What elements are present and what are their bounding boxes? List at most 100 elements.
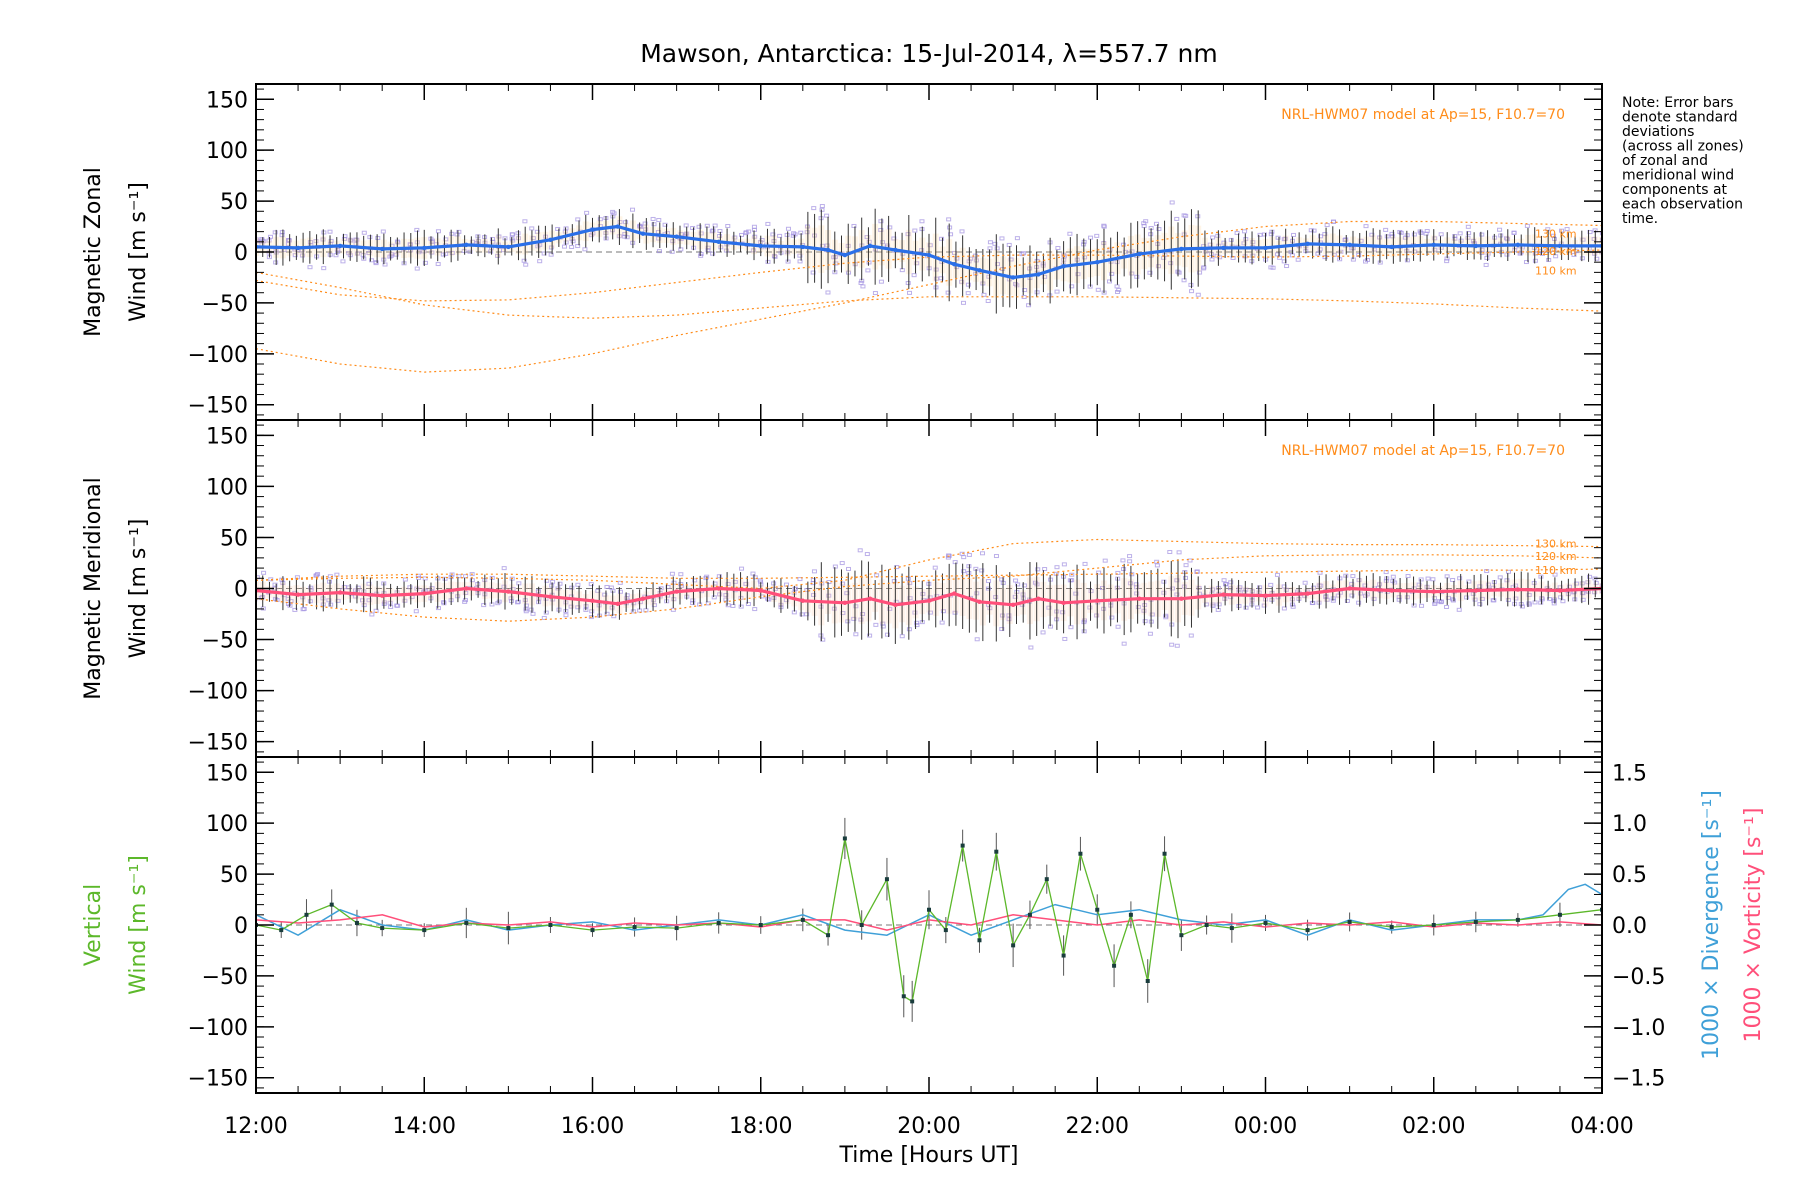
zone-point — [394, 603, 400, 608]
zone-point — [1479, 247, 1485, 252]
zone-point — [1181, 232, 1187, 237]
zone-point — [380, 229, 386, 234]
zone-point — [1109, 615, 1115, 620]
zone-point — [710, 251, 716, 256]
zone-point — [1371, 247, 1377, 252]
right-y-tick-label: −0.5 — [1612, 965, 1665, 990]
zone-point — [698, 231, 704, 236]
zone-point — [1006, 617, 1012, 622]
zone-point — [1419, 603, 1425, 608]
zone-point — [730, 603, 736, 608]
zone-point — [1438, 232, 1444, 237]
zone-point — [1356, 600, 1362, 605]
zone-point — [638, 224, 644, 229]
zone-point — [954, 256, 960, 261]
zone-point — [1228, 237, 1234, 242]
series-point — [800, 917, 805, 922]
zone-point — [1221, 240, 1227, 245]
zone-point — [1055, 246, 1061, 251]
zone-point — [974, 637, 980, 642]
zone-point — [348, 238, 354, 243]
series-point — [1557, 243, 1563, 249]
zone-point — [1580, 597, 1586, 602]
zone-point — [1599, 583, 1602, 588]
zone-point — [846, 566, 852, 571]
zone-point — [1174, 578, 1180, 583]
y-axis-label-line1: Magnetic Zonal — [81, 167, 106, 337]
zone-point — [784, 232, 790, 237]
zone-point — [873, 622, 879, 627]
zone-point — [523, 603, 529, 608]
zone-point — [1349, 246, 1355, 251]
zone-point — [1101, 224, 1107, 229]
zone-point — [611, 614, 617, 619]
zone-point — [1383, 227, 1389, 232]
zone-point — [588, 582, 594, 587]
zone-point — [907, 290, 913, 295]
zone-point — [1532, 258, 1538, 263]
zone-point — [692, 578, 698, 583]
zone-point — [732, 235, 738, 240]
zone-point — [429, 250, 435, 255]
zone-point — [959, 229, 965, 234]
zone-point — [1432, 596, 1438, 601]
zone-point — [1115, 289, 1121, 294]
zone-point — [820, 637, 826, 642]
zone-point — [1067, 231, 1073, 236]
zone-point — [965, 291, 971, 296]
series-point — [758, 243, 763, 249]
zone-point — [1532, 251, 1538, 256]
x-tick-label: 00:00 — [1234, 1114, 1297, 1139]
zone-point — [810, 577, 816, 582]
zone-point — [454, 232, 460, 237]
zone-point — [1538, 600, 1544, 605]
zone-point — [1129, 249, 1135, 254]
zone-point — [1430, 577, 1436, 582]
zone-point — [751, 224, 757, 229]
zone-point — [750, 248, 756, 253]
zone-point — [1107, 247, 1113, 252]
zone-point — [839, 561, 845, 566]
zone-point — [743, 230, 749, 235]
model-height-label: 120 km — [1535, 245, 1577, 258]
zone-point — [643, 227, 649, 232]
y-tick-label: 50 — [220, 190, 248, 215]
zone-point — [537, 259, 543, 264]
note-line: each observation — [1622, 197, 1743, 213]
zone-point — [1243, 587, 1249, 592]
zone-point — [853, 632, 859, 637]
zone-point — [259, 237, 265, 242]
zone-point — [878, 279, 884, 284]
zone-point — [884, 243, 890, 248]
zone-point — [1109, 271, 1115, 276]
zone-point — [1169, 642, 1175, 647]
y-tick-label: 0 — [234, 241, 248, 266]
zone-point — [743, 581, 749, 586]
zone-point — [851, 223, 857, 228]
model-label: NRL-HWM07 model at Ap=15, F10.7=70 — [1281, 107, 1565, 123]
zone-point — [624, 596, 630, 601]
series-point — [943, 928, 948, 933]
zone-point — [1281, 259, 1287, 264]
zone-point — [1526, 602, 1532, 607]
series-point — [337, 243, 343, 249]
zone-point — [878, 227, 884, 232]
zone-point — [1250, 240, 1256, 245]
zone-point — [256, 239, 260, 244]
zone-point — [1042, 274, 1048, 279]
zone-point — [1539, 251, 1545, 256]
zone-point — [1479, 232, 1485, 237]
zone-point — [1155, 264, 1161, 269]
zone-point — [1513, 583, 1519, 588]
zone-point — [1174, 643, 1180, 648]
y-tick-label: 100 — [206, 812, 248, 837]
series-point — [674, 926, 679, 931]
zone-point — [1015, 582, 1021, 587]
zone-point — [1599, 589, 1602, 594]
series-point — [1515, 587, 1521, 592]
zone-point — [1167, 550, 1173, 555]
zone-point — [723, 592, 729, 597]
series-point — [1515, 242, 1521, 248]
zone-point — [1384, 234, 1390, 239]
zone-point — [1127, 559, 1133, 564]
